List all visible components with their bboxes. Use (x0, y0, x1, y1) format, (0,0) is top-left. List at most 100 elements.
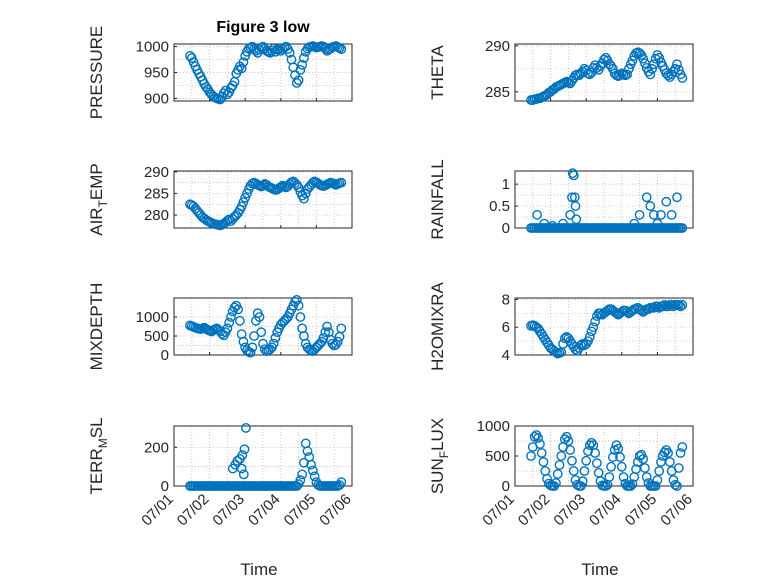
data-point (295, 475, 306, 486)
data-point (673, 463, 684, 473)
y-tick-label: 6 (502, 319, 510, 336)
y-tick-label: 1000 (136, 39, 169, 56)
data-point (232, 455, 243, 466)
data-point (590, 316, 600, 327)
data-point (575, 481, 586, 491)
data-point (606, 461, 617, 472)
data-point (648, 59, 659, 70)
data-point (666, 209, 677, 220)
y-axis-label: H2OMIXRA (428, 281, 447, 370)
data-point (552, 469, 563, 479)
data-point (629, 218, 640, 229)
series-markers (185, 41, 347, 105)
data-point (336, 44, 347, 55)
y-tick-label: 290 (144, 164, 169, 181)
data-point (293, 300, 304, 311)
data-point (556, 451, 567, 461)
data-point (240, 192, 251, 203)
data-point (588, 63, 599, 73)
y-tick-label: 0.5 (489, 198, 510, 215)
data-point (650, 481, 661, 491)
data-point (327, 338, 338, 349)
data-point (677, 73, 688, 83)
series-markers (185, 176, 347, 231)
y-tick-label: 285 (485, 84, 510, 101)
data-point (641, 472, 652, 482)
data-point (334, 43, 345, 54)
data-point (652, 218, 663, 229)
x-tick-label: 07/01 (479, 491, 518, 530)
data-point (233, 304, 243, 315)
data-point (616, 461, 627, 472)
axes-frame (173, 170, 353, 229)
data-point (536, 448, 547, 458)
data-point (577, 476, 588, 487)
data-point (584, 440, 595, 451)
x-tick-label: 07/02 (174, 491, 213, 530)
data-point (567, 455, 577, 466)
data-point (672, 481, 682, 491)
y-tick-label: 4 (502, 347, 510, 364)
data-point (670, 479, 681, 490)
data-point (293, 75, 304, 86)
data-point (586, 437, 597, 448)
data-point (568, 466, 579, 476)
y-axis-label: SUNFLUX (428, 418, 451, 494)
data-point (295, 312, 306, 322)
data-point (590, 448, 600, 458)
data-point (293, 182, 304, 193)
y-axis-label: PRESSURE (87, 26, 106, 120)
data-point (591, 458, 602, 469)
data-point (336, 323, 347, 334)
data-point (581, 455, 592, 466)
data-point (654, 52, 665, 63)
data-point (254, 312, 265, 322)
data-point (526, 451, 536, 461)
series-markers (526, 430, 688, 491)
data-point (284, 47, 295, 58)
data-point (336, 477, 347, 488)
data-point (258, 338, 268, 349)
data-point (568, 170, 579, 181)
data-point (638, 53, 649, 64)
x-tick-label: 07/03 (550, 491, 589, 530)
data-point (570, 201, 581, 211)
x-tick-label: 07/04 (586, 491, 625, 530)
data-point (571, 214, 582, 225)
data-point (608, 452, 618, 463)
data-point (331, 339, 341, 350)
data-point (551, 478, 561, 488)
data-point (270, 332, 281, 343)
x-tick-label: 07/05 (281, 491, 320, 530)
x-tick-label: 07/06 (316, 491, 355, 530)
data-point (579, 466, 590, 476)
subplot-3: 280 285 290 AIRTEMP (87, 163, 353, 236)
data-point (659, 447, 670, 458)
data-point (239, 444, 250, 455)
y-tick-label: 950 (144, 65, 169, 82)
data-point (547, 220, 558, 231)
data-point (307, 177, 318, 188)
x-tick-label: 07/01 (138, 491, 177, 530)
data-point (652, 475, 663, 485)
data-point (297, 59, 308, 70)
y-axis-label: RAINFALL (428, 159, 447, 239)
y-axis-label: AIRTEMP (87, 163, 110, 236)
y-tick-label: 500 (144, 328, 169, 345)
series-markers (185, 423, 347, 491)
data-point (677, 300, 688, 310)
data-point (638, 454, 649, 464)
y-tick-label: 8 (502, 291, 510, 308)
y-axis-label: TERRMSL (87, 417, 110, 494)
data-point (588, 322, 599, 333)
data-point (634, 209, 645, 220)
y-tick-label: 1000 (477, 418, 510, 435)
data-point (584, 332, 595, 342)
data-point (242, 188, 252, 199)
data-point (645, 69, 656, 80)
data-point (238, 336, 249, 347)
data-point (299, 457, 309, 468)
data-point (336, 177, 347, 188)
data-point (318, 332, 329, 343)
